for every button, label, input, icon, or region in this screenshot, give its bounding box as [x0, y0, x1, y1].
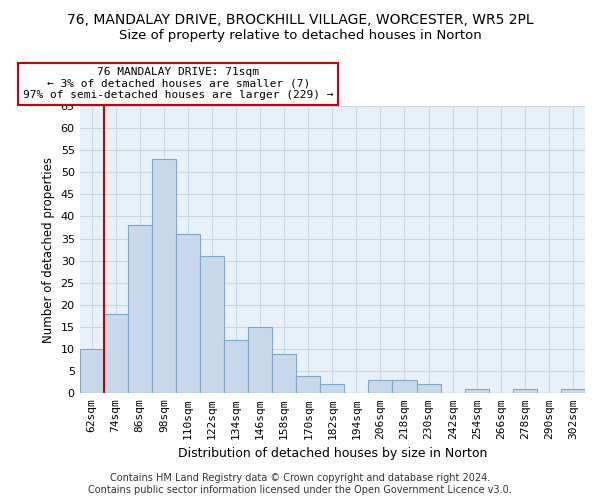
Bar: [128, 226, 152, 394]
Bar: [561, 389, 585, 394]
Bar: [272, 354, 296, 394]
Bar: [320, 384, 344, 394]
Bar: [513, 389, 537, 394]
Bar: [368, 380, 392, 394]
Bar: [416, 384, 440, 394]
Text: Size of property relative to detached houses in Norton: Size of property relative to detached ho…: [119, 29, 481, 42]
Bar: [464, 389, 489, 394]
Text: 76, MANDALAY DRIVE, BROCKHILL VILLAGE, WORCESTER, WR5 2PL: 76, MANDALAY DRIVE, BROCKHILL VILLAGE, W…: [67, 12, 533, 26]
Bar: [248, 327, 272, 394]
Bar: [104, 314, 128, 394]
Bar: [176, 234, 200, 394]
Y-axis label: Number of detached properties: Number of detached properties: [42, 156, 55, 342]
Bar: [200, 256, 224, 394]
Bar: [224, 340, 248, 394]
Bar: [392, 380, 416, 394]
Bar: [80, 349, 104, 394]
X-axis label: Distribution of detached houses by size in Norton: Distribution of detached houses by size …: [178, 447, 487, 460]
Bar: [296, 376, 320, 394]
Text: Contains HM Land Registry data © Crown copyright and database right 2024.
Contai: Contains HM Land Registry data © Crown c…: [88, 474, 512, 495]
Text: 76 MANDALAY DRIVE: 71sqm
← 3% of detached houses are smaller (7)
97% of semi-det: 76 MANDALAY DRIVE: 71sqm ← 3% of detache…: [23, 67, 334, 100]
Bar: [152, 159, 176, 394]
